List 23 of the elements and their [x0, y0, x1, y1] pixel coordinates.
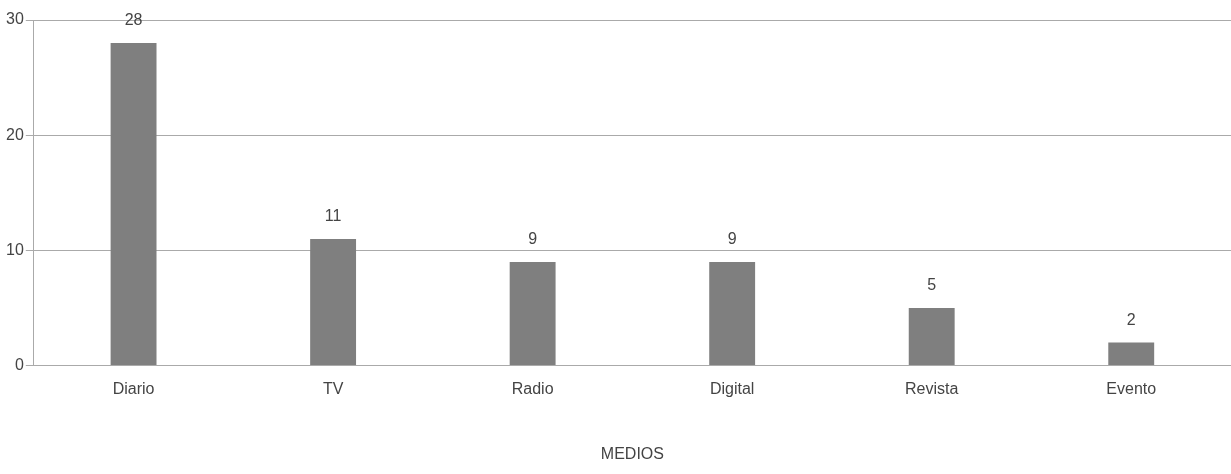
bar [310, 238, 357, 366]
bar [110, 43, 157, 366]
y-tick-label: 0 [14, 356, 24, 374]
bar [509, 261, 556, 366]
y-tick-label: 30 [6, 10, 24, 28]
x-axis-title: MEDIOS [600, 444, 664, 462]
data-label: 11 [324, 207, 342, 225]
data-label: 2 [1126, 310, 1136, 328]
bar [709, 261, 756, 366]
x-tick-label: TV [322, 379, 344, 397]
bar [1108, 342, 1155, 366]
x-tick-label: Diario [112, 379, 155, 397]
data-label: 28 [124, 11, 143, 29]
bar [908, 308, 955, 366]
y-tick-label: 20 [6, 125, 24, 143]
x-tick-label: Digital [709, 379, 755, 397]
x-tick-label: Radio [511, 379, 554, 397]
data-label: 9 [727, 230, 737, 248]
x-tick-label: Evento [1106, 379, 1157, 397]
data-label: 5 [927, 276, 937, 294]
x-tick-label: Revista [905, 379, 959, 397]
data-label: 9 [528, 230, 538, 248]
y-tick-label: 10 [6, 240, 24, 258]
